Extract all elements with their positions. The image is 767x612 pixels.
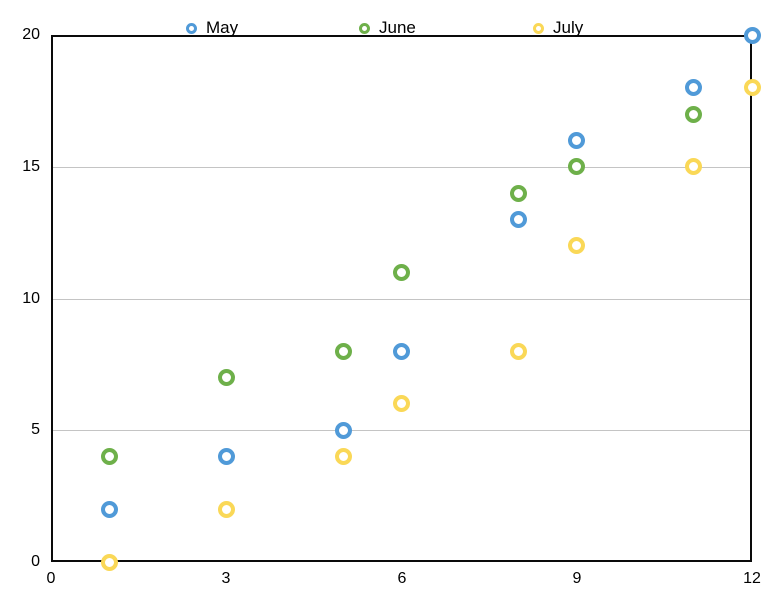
point-july-x12-y18 xyxy=(743,79,761,97)
point-july-x11-y15 xyxy=(685,158,703,176)
y-tick-label-10: 10 xyxy=(22,290,40,307)
point-may-x11-y18 xyxy=(685,79,703,97)
y-tick-label-5: 5 xyxy=(31,421,40,438)
may-marker-icon xyxy=(186,22,197,34)
x-tick-label-6: 6 xyxy=(397,570,407,587)
point-july-x9-y12 xyxy=(568,237,586,255)
june-marker-icon xyxy=(359,22,370,34)
point-july-x1-y0 xyxy=(100,553,118,571)
point-july-x3-y2 xyxy=(217,500,235,518)
x-tick-label-9: 9 xyxy=(572,570,582,587)
gridline-y-5 xyxy=(53,430,750,431)
legend-item-june: June xyxy=(359,19,416,37)
point-may-x9-y16 xyxy=(568,131,586,149)
point-june-x6-y11 xyxy=(393,263,410,281)
x-tick-label-12: 12 xyxy=(743,570,761,587)
point-may-x3-y4 xyxy=(217,448,235,466)
legend-label-july: July xyxy=(553,18,584,37)
plot-area xyxy=(51,35,752,562)
legend-label-may: May xyxy=(206,18,239,37)
point-july-x6-y6 xyxy=(393,395,410,413)
point-june-x1-y4 xyxy=(100,448,118,466)
july-marker-icon xyxy=(533,22,544,34)
point-june-x9-y15 xyxy=(568,158,586,176)
point-june-x3-y7 xyxy=(217,369,235,387)
point-june-x8-y14 xyxy=(509,184,527,202)
y-tick-label-0: 0 xyxy=(31,553,40,570)
point-may-x5-y5 xyxy=(334,421,352,439)
point-may-x6-y8 xyxy=(393,342,410,360)
y-tick-label-20: 20 xyxy=(22,26,40,43)
point-june-x11-y17 xyxy=(685,105,703,123)
x-tick-label-0: 0 xyxy=(46,570,56,587)
point-may-x12-y20 xyxy=(743,26,761,44)
x-tick-label-3: 3 xyxy=(221,570,231,587)
point-july-x8-y8 xyxy=(509,342,527,360)
legend-item-july: July xyxy=(533,19,583,37)
gridline-y-15 xyxy=(53,167,750,168)
point-june-x5-y8 xyxy=(334,342,352,360)
point-july-x5-y4 xyxy=(334,448,352,466)
point-may-x1-y2 xyxy=(100,500,118,518)
legend-label-june: June xyxy=(379,18,416,37)
legend-item-may: May xyxy=(186,19,238,37)
point-may-x8-y13 xyxy=(509,210,527,228)
gridline-y-10 xyxy=(53,299,750,300)
y-tick-label-15: 15 xyxy=(22,158,40,175)
